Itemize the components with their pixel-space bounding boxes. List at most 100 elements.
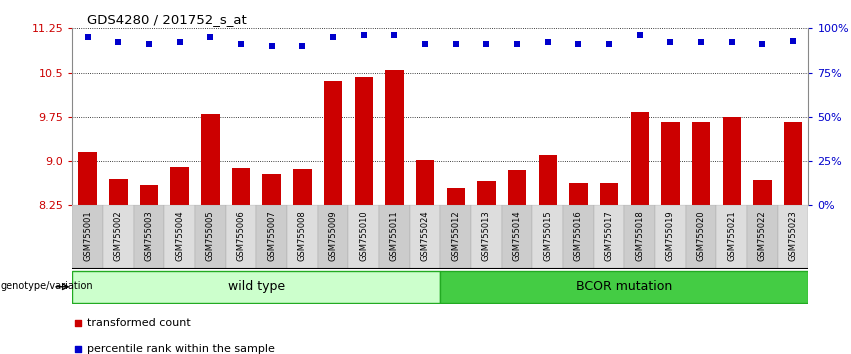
Point: [633, 33, 647, 38]
Bar: [170, 167, 189, 205]
Text: GSM755018: GSM755018: [635, 210, 644, 261]
Bar: [293, 169, 311, 205]
Point: [572, 41, 585, 47]
Point: [786, 38, 800, 44]
Bar: [447, 188, 465, 205]
Bar: [72, 271, 440, 303]
Text: GSM755020: GSM755020: [697, 210, 705, 261]
Bar: [477, 181, 495, 205]
Text: GSM755009: GSM755009: [328, 210, 338, 261]
Point: [111, 40, 125, 45]
Bar: [722, 117, 741, 205]
Point: [511, 41, 524, 47]
Bar: [317, 205, 348, 269]
Point: [326, 34, 340, 40]
Text: GSM755007: GSM755007: [267, 210, 277, 261]
Bar: [600, 183, 619, 205]
Bar: [747, 205, 778, 269]
Text: GSM755006: GSM755006: [237, 210, 246, 261]
Text: GSM755022: GSM755022: [758, 210, 767, 261]
Point: [664, 40, 677, 45]
Text: GSM755014: GSM755014: [512, 210, 522, 261]
Text: genotype/variation: genotype/variation: [1, 281, 94, 291]
Point: [418, 41, 431, 47]
Text: GSM755004: GSM755004: [175, 210, 184, 261]
Text: GSM755015: GSM755015: [543, 210, 552, 261]
Text: GSM755023: GSM755023: [789, 210, 797, 261]
Bar: [78, 152, 97, 205]
Text: GSM755008: GSM755008: [298, 210, 307, 261]
Bar: [440, 271, 808, 303]
Bar: [386, 70, 403, 205]
Text: GDS4280 / 201752_s_at: GDS4280 / 201752_s_at: [87, 13, 247, 26]
Text: GSM755021: GSM755021: [728, 210, 736, 261]
Text: GSM755005: GSM755005: [206, 210, 214, 261]
Bar: [778, 205, 808, 269]
Point: [357, 33, 370, 38]
Bar: [140, 185, 158, 205]
Text: GSM755017: GSM755017: [604, 210, 614, 261]
Bar: [287, 205, 317, 269]
Point: [71, 347, 84, 352]
Point: [81, 34, 94, 40]
Point: [173, 40, 186, 45]
Text: GSM755012: GSM755012: [451, 210, 460, 261]
Bar: [109, 179, 128, 205]
Point: [449, 41, 463, 47]
Bar: [231, 168, 250, 205]
Bar: [655, 205, 686, 269]
Bar: [409, 205, 440, 269]
Bar: [440, 205, 471, 269]
Text: GSM755001: GSM755001: [83, 210, 92, 261]
Bar: [134, 205, 164, 269]
Point: [71, 320, 84, 326]
Bar: [533, 205, 563, 269]
Bar: [594, 205, 625, 269]
Point: [142, 41, 156, 47]
Bar: [717, 205, 747, 269]
Text: percentile rank within the sample: percentile rank within the sample: [87, 344, 275, 354]
Bar: [661, 121, 680, 205]
Point: [203, 34, 217, 40]
Bar: [348, 205, 379, 269]
Text: GSM755010: GSM755010: [359, 210, 368, 261]
Bar: [164, 205, 195, 269]
Point: [234, 41, 248, 47]
Bar: [201, 114, 220, 205]
Bar: [502, 205, 533, 269]
Bar: [753, 180, 772, 205]
Point: [541, 40, 555, 45]
Point: [480, 41, 494, 47]
Bar: [262, 174, 281, 205]
Bar: [379, 205, 409, 269]
Bar: [256, 205, 287, 269]
Point: [694, 40, 708, 45]
Point: [265, 43, 278, 49]
Text: GSM755002: GSM755002: [114, 210, 123, 261]
Text: GSM755013: GSM755013: [482, 210, 491, 261]
Bar: [355, 77, 373, 205]
Bar: [692, 121, 711, 205]
Bar: [508, 170, 526, 205]
Bar: [226, 205, 256, 269]
Bar: [631, 112, 649, 205]
Text: GSM755011: GSM755011: [390, 210, 399, 261]
Text: transformed count: transformed count: [87, 318, 191, 328]
Point: [295, 43, 309, 49]
Bar: [471, 205, 502, 269]
Point: [603, 41, 616, 47]
Bar: [539, 155, 557, 205]
Text: GSM755024: GSM755024: [420, 210, 430, 261]
Text: GSM755016: GSM755016: [574, 210, 583, 261]
Point: [756, 41, 769, 47]
Text: GSM755003: GSM755003: [145, 210, 153, 261]
Text: wild type: wild type: [228, 280, 285, 292]
Text: BCOR mutation: BCOR mutation: [576, 280, 672, 292]
Point: [725, 40, 739, 45]
Bar: [103, 205, 134, 269]
Bar: [569, 183, 587, 205]
Bar: [625, 205, 655, 269]
Bar: [416, 160, 434, 205]
Bar: [563, 205, 594, 269]
Bar: [195, 205, 226, 269]
